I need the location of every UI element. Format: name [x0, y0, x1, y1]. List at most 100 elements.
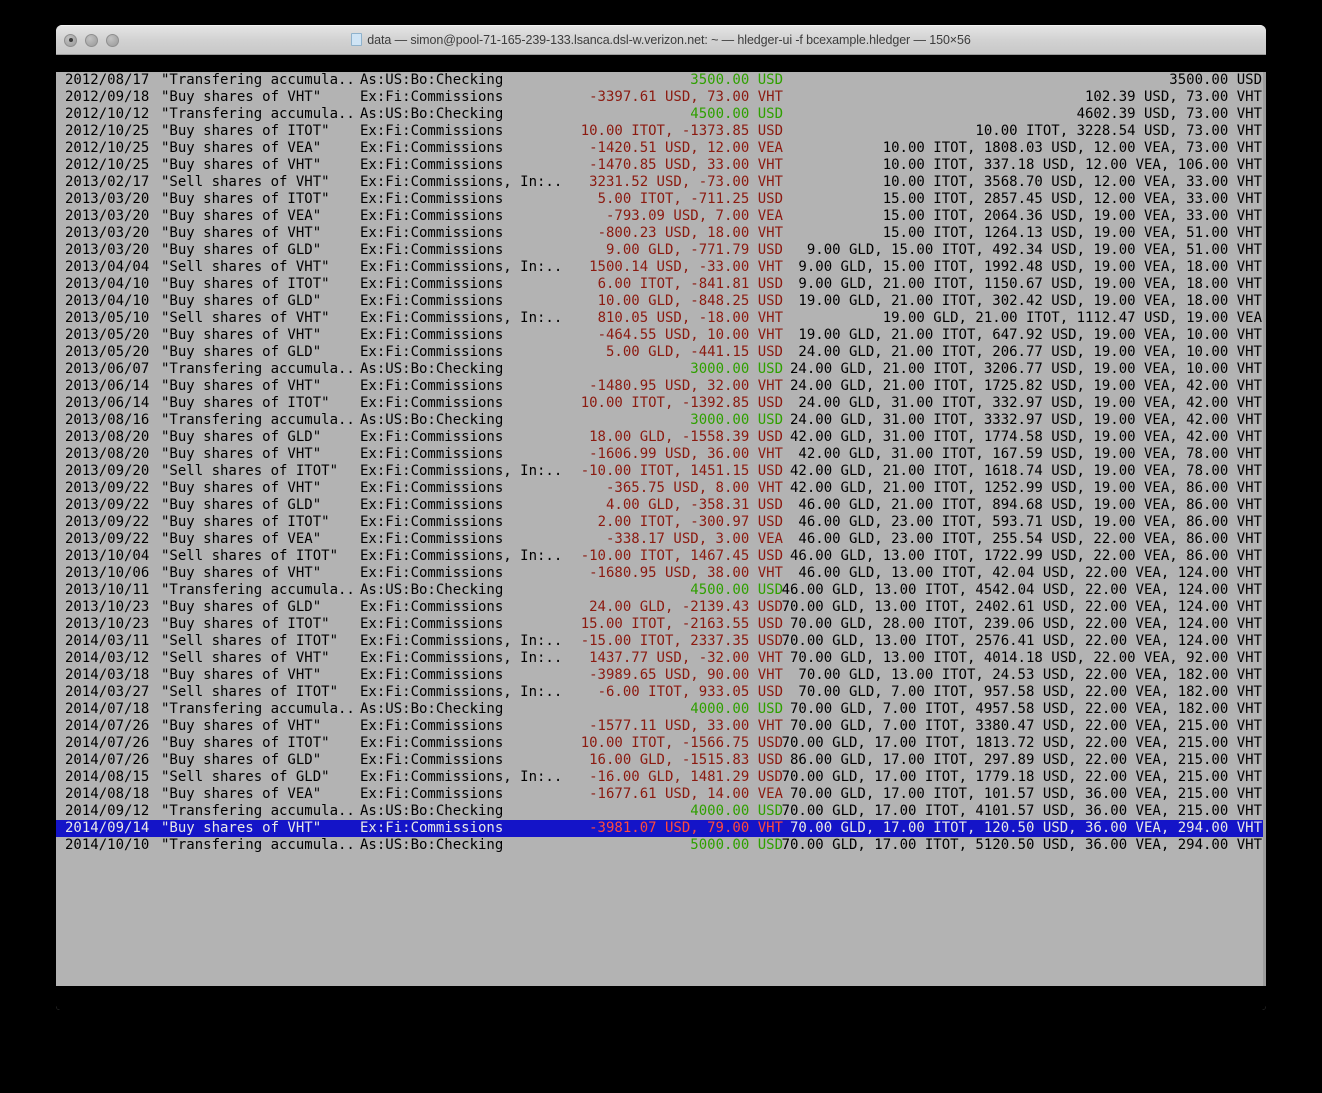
transaction-row[interactable]: 2013/10/11 "Transfering accumula.. As:US:B… — [56, 582, 1266, 599]
transaction-row[interactable]: 2013/04/10 "Buy shares of ITOT" Ex:Fi:Comm… — [56, 276, 1266, 293]
transaction-account: Ex:Fi:Commissions — [360, 293, 504, 309]
transaction-balance: 70.00 GLD, 17.00 ITOT, 1779.18 USD, 22.0… — [781, 769, 1262, 785]
transaction-row[interactable]: 2013/05/20 "Buy shares of GLD" Ex:Fi:Commi… — [56, 344, 1266, 361]
transaction-date: 2013/04/10 — [65, 293, 150, 309]
transaction-balance: 10.00 ITOT, 3568.70 USD, 12.00 VEA, 33.0… — [882, 174, 1262, 190]
transaction-account: As:US:Bo:Checking — [360, 361, 504, 377]
transaction-row[interactable]: 2013/09/22 "Buy shares of VEA" Ex:Fi:Commi… — [56, 531, 1266, 548]
transaction-amount: 4500.00 USD — [690, 106, 783, 122]
transaction-amount: -1606.99 USD, 36.00 VHT — [589, 446, 783, 462]
transaction-row[interactable]: 2014/07/26 "Buy shares of GLD" Ex:Fi:Commi… — [56, 752, 1266, 769]
transaction-row[interactable]: 2013/03/20 "Buy shares of VHT" Ex:Fi:Commi… — [56, 225, 1266, 242]
transaction-row[interactable]: 2012/10/25 "Buy shares of ITOT" Ex:Fi:Comm… — [56, 123, 1266, 140]
transaction-account: Ex:Fi:Commissions, In:.. — [360, 174, 563, 190]
transaction-row[interactable]: 2013/03/20 "Buy shares of GLD" Ex:Fi:Commi… — [56, 242, 1266, 259]
transaction-row[interactable]: 2012/09/18 "Buy shares of VHT" Ex:Fi:Commi… — [56, 89, 1266, 106]
transaction-date: 2013/08/20 — [65, 429, 150, 445]
transaction-description: "Buy shares of VHT" — [161, 667, 322, 683]
transaction-amount: 2.00 ITOT, -300.97 USD — [597, 514, 783, 530]
transaction-row[interactable]: 2013/02/17 "Sell shares of VHT" Ex:Fi:Comm… — [56, 174, 1266, 191]
transaction-row[interactable]: 2014/09/14 "Buy shares of VHT" Ex:Fi:Commi… — [56, 820, 1266, 837]
transaction-amount: 10.00 ITOT, -1392.85 USD — [580, 395, 783, 411]
zoom-window-button[interactable] — [106, 33, 119, 47]
transaction-amount: 1500.14 USD, -33.00 VHT — [589, 259, 783, 275]
transaction-row[interactable]: 2012/10/25 "Buy shares of VEA" Ex:Fi:Commi… — [56, 140, 1266, 157]
transaction-amount: 16.00 GLD, -1515.83 USD — [589, 752, 783, 768]
window-titlebar[interactable]: data — simon@pool-71-165-239-133.lsanca.… — [56, 25, 1266, 55]
transaction-row[interactable]: 2013/10/23 "Buy shares of ITOT" Ex:Fi:Comm… — [56, 616, 1266, 633]
transaction-balance: 42.00 GLD, 21.00 ITOT, 1618.74 USD, 19.0… — [789, 463, 1262, 479]
transaction-row[interactable]: 2012/08/17 "Transfering accumula.. As:US:B… — [56, 72, 1266, 89]
transaction-row[interactable]: 2014/09/12 "Transfering accumula.. As:US:B… — [56, 803, 1266, 820]
transaction-description: "Buy shares of VHT" — [161, 225, 322, 241]
transaction-row[interactable]: 2013/10/23 "Buy shares of GLD" Ex:Fi:Commi… — [56, 599, 1266, 616]
transaction-row[interactable]: 2013/08/20 "Buy shares of VHT" Ex:Fi:Commi… — [56, 446, 1266, 463]
transaction-row[interactable]: 2014/07/18 "Transfering accumula.. As:US:B… — [56, 701, 1266, 718]
transaction-row[interactable]: 2013/08/16 "Transfering accumula.. As:US:B… — [56, 412, 1266, 429]
transaction-amount: -338.17 USD, 3.00 VEA — [605, 531, 783, 547]
transaction-description: "Transfering accumula.. — [161, 803, 355, 819]
transaction-date: 2013/09/22 — [65, 497, 150, 513]
transaction-row[interactable]: 2013/06/14 "Buy shares of ITOT" Ex:Fi:Comm… — [56, 395, 1266, 412]
terminal-window[interactable]: data — simon@pool-71-165-239-133.lsanca.… — [56, 25, 1266, 1010]
transaction-row[interactable]: 2014/03/12 "Sell shares of VHT" Ex:Fi:Comm… — [56, 650, 1266, 667]
transaction-row[interactable]: 2014/08/18 "Buy shares of VEA" Ex:Fi:Commi… — [56, 786, 1266, 803]
minimize-window-button[interactable] — [85, 33, 98, 47]
transaction-row[interactable]: 2013/04/04 "Sell shares of VHT" Ex:Fi:Comm… — [56, 259, 1266, 276]
terminal-screen[interactable]: ────────────────────────────────────────… — [56, 55, 1266, 1010]
transaction-amount: -1677.61 USD, 14.00 VEA — [589, 786, 783, 802]
transaction-row[interactable]: 2014/03/11 "Sell shares of ITOT" Ex:Fi:Com… — [56, 633, 1266, 650]
transaction-row[interactable]: 2013/05/10 "Sell shares of VHT" Ex:Fi:Comm… — [56, 310, 1266, 327]
close-window-button[interactable] — [64, 33, 77, 47]
transaction-row[interactable]: 2013/06/07 "Transfering accumula.. As:US:B… — [56, 361, 1266, 378]
transaction-row[interactable]: 2013/09/22 "Buy shares of GLD" Ex:Fi:Commi… — [56, 497, 1266, 514]
transaction-date: 2013/08/20 — [65, 446, 150, 462]
transaction-row[interactable]: 2013/09/20 "Sell shares of ITOT" Ex:Fi:Com… — [56, 463, 1266, 480]
transaction-row[interactable]: 2014/03/18 "Buy shares of VHT" Ex:Fi:Commi… — [56, 667, 1266, 684]
transaction-balance: 19.00 GLD, 21.00 ITOT, 647.92 USD, 19.00… — [798, 327, 1262, 343]
transactions-list[interactable]: 2012/08/17 "Transfering accumula.. As:US:B… — [56, 72, 1266, 986]
transaction-balance: 15.00 ITOT, 1264.13 USD, 19.00 VEA, 51.0… — [882, 225, 1262, 241]
transaction-amount: 810.05 USD, -18.00 VHT — [597, 310, 783, 326]
transaction-date: 2014/08/18 — [65, 786, 150, 802]
transaction-date: 2013/02/17 — [65, 174, 150, 190]
transaction-row[interactable]: 2014/07/26 "Buy shares of ITOT" Ex:Fi:Comm… — [56, 735, 1266, 752]
transaction-row[interactable]: 2013/06/14 "Buy shares of VHT" Ex:Fi:Commi… — [56, 378, 1266, 395]
transaction-description: "Transfering accumula.. — [161, 106, 355, 122]
transaction-balance: 19.00 GLD, 21.00 ITOT, 1112.47 USD, 19.0… — [882, 310, 1262, 326]
transaction-date: 2014/08/15 — [65, 769, 150, 785]
transaction-row[interactable]: 2012/10/12 "Transfering accumula.. As:US:B… — [56, 106, 1266, 123]
transaction-row[interactable]: 2013/05/20 "Buy shares of VHT" Ex:Fi:Commi… — [56, 327, 1266, 344]
transaction-row[interactable]: 2013/10/06 "Buy shares of VHT" Ex:Fi:Commi… — [56, 565, 1266, 582]
transaction-account: Ex:Fi:Commissions, In:.. — [360, 650, 563, 666]
transaction-account: Ex:Fi:Commissions — [360, 752, 504, 768]
transaction-date: 2012/08/17 — [65, 72, 150, 88]
transaction-row[interactable]: 2014/07/26 "Buy shares of VHT" Ex:Fi:Commi… — [56, 718, 1266, 735]
transaction-row[interactable]: 2013/03/20 "Buy shares of VEA" Ex:Fi:Commi… — [56, 208, 1266, 225]
transaction-row[interactable]: 2014/08/15 "Sell shares of GLD" Ex:Fi:Comm… — [56, 769, 1266, 786]
transaction-row[interactable]: 2014/10/10 "Transfering accumula.. As:US:B… — [56, 837, 1266, 854]
transaction-row[interactable]: 2013/08/20 "Buy shares of GLD" Ex:Fi:Commi… — [56, 429, 1266, 446]
transaction-balance: 46.00 GLD, 23.00 ITOT, 255.54 USD, 22.00… — [798, 531, 1262, 547]
transaction-description: "Buy shares of VEA" — [161, 208, 322, 224]
transaction-account: Ex:Fi:Commissions — [360, 208, 504, 224]
transaction-balance: 46.00 GLD, 13.00 ITOT, 1722.99 USD, 22.0… — [789, 548, 1262, 564]
transaction-amount: -1680.95 USD, 38.00 VHT — [589, 565, 783, 581]
transaction-balance: 70.00 GLD, 13.00 ITOT, 2402.61 USD, 22.0… — [781, 599, 1262, 615]
vertical-scrollbar[interactable] — [1263, 72, 1266, 986]
transaction-row[interactable]: 2013/09/22 "Buy shares of ITOT" Ex:Fi:Comm… — [56, 514, 1266, 531]
transaction-row[interactable]: 2014/03/27 "Sell shares of ITOT" Ex:Fi:Com… — [56, 684, 1266, 701]
transaction-row[interactable]: 2013/09/22 "Buy shares of VHT" Ex:Fi:Commi… — [56, 480, 1266, 497]
transaction-row[interactable]: 2013/10/04 "Sell shares of ITOT" Ex:Fi:Com… — [56, 548, 1266, 565]
transaction-row[interactable]: 2012/10/25 "Buy shares of VHT" Ex:Fi:Commi… — [56, 157, 1266, 174]
transaction-amount: 4.00 GLD, -358.31 USD — [605, 497, 783, 513]
transaction-row[interactable]: 2013/03/20 "Buy shares of ITOT" Ex:Fi:Comm… — [56, 191, 1266, 208]
transaction-description: "Buy shares of VEA" — [161, 140, 322, 156]
transaction-row[interactable]: 2013/04/10 "Buy shares of GLD" Ex:Fi:Commi… — [56, 293, 1266, 310]
transaction-date: 2014/07/26 — [65, 718, 150, 734]
transaction-amount: 5000.00 USD — [690, 837, 783, 853]
transaction-balance: 9.00 GLD, 15.00 ITOT, 1992.48 USD, 19.00… — [798, 259, 1262, 275]
transaction-account: Ex:Fi:Commissions — [360, 327, 504, 343]
traffic-light-group[interactable] — [64, 26, 119, 54]
transaction-description: "Sell shares of ITOT" — [161, 684, 339, 700]
